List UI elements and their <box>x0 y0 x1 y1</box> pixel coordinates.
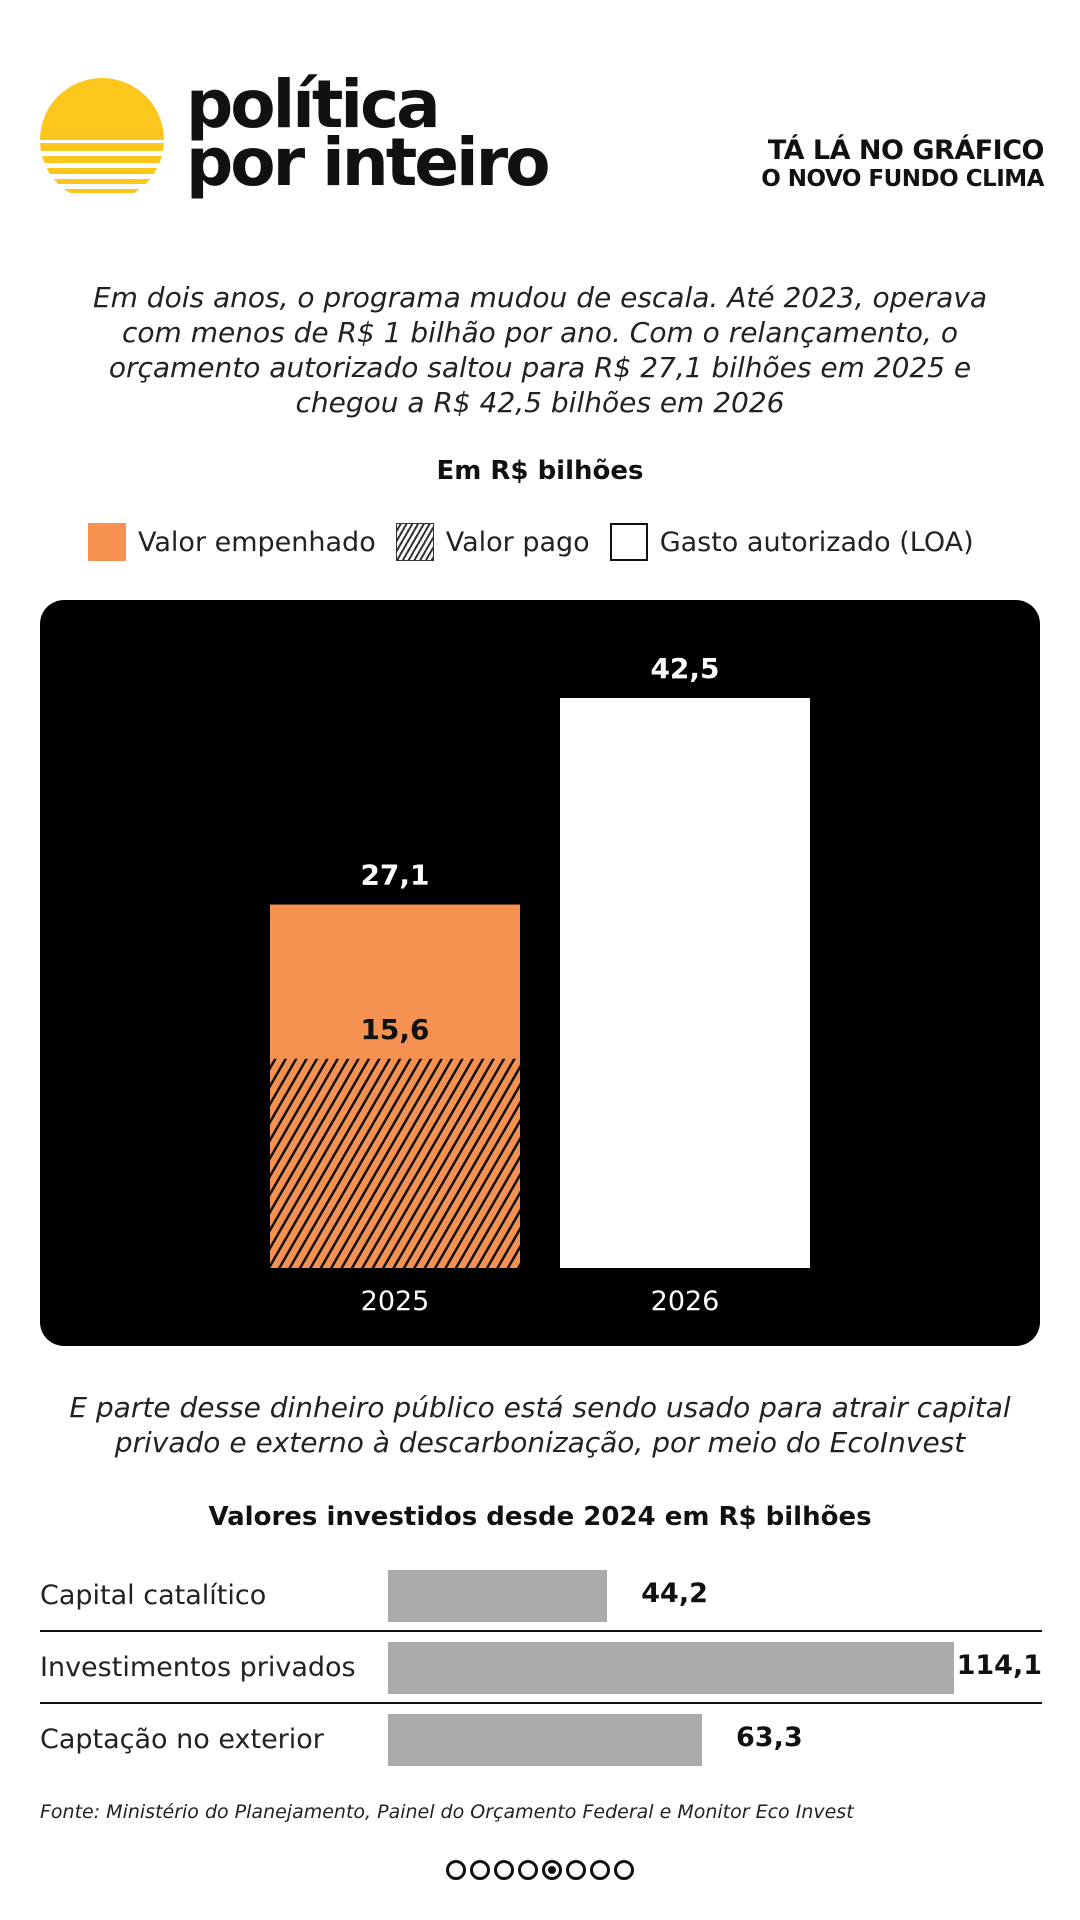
ecoinvest-paragraph: E parte desse dinheiro público está send… <box>69 1391 1011 1459</box>
bar-2025-pago <box>270 1058 520 1268</box>
horizontal-bar-chart: Capital catalítico 44,2 Investimentos pr… <box>40 1560 1042 1774</box>
legend-label-empenhado: Valor empenhado <box>138 526 376 558</box>
legend-swatch-loa <box>609 523 648 561</box>
hbar-chart-title: Valores investidos desde 2024 em R$ bilh… <box>208 1502 872 1532</box>
chart-panel: 27,1 15,6 42,5 2025 2026 <box>40 600 1040 1346</box>
x-tick-label-2025: 2025 <box>361 1286 430 1317</box>
brand-line-1: política <box>186 66 441 143</box>
hbar-investimentos-privados <box>388 1642 954 1694</box>
logo-sun-icon <box>40 78 164 193</box>
kicker: TÁ LÁ NO GRÁFICO O NOVO FUNDO CLIMA <box>761 135 1045 193</box>
hbar-row: Capital catalítico 44,2 <box>40 1560 1042 1632</box>
hbar-captacao-exterior <box>388 1714 702 1766</box>
pagination-dot[interactable] <box>566 1860 586 1880</box>
pagination-dots <box>0 1860 1080 1880</box>
brand-line-2: por inteiro <box>186 124 551 201</box>
pagination-dot[interactable] <box>494 1860 514 1880</box>
hbar-capital-catalitico <box>388 1570 608 1622</box>
legend-label-loa: Gasto autorizado (LOA) <box>659 526 974 558</box>
pagination-dot[interactable] <box>590 1860 610 1880</box>
hbar-value-label: 114,1 <box>956 1650 1042 1681</box>
legend-label-pago: Valor pago <box>445 526 590 558</box>
hbar-value-label: 44,2 <box>641 1578 708 1609</box>
brand-logotype: política por inteiro <box>186 66 551 201</box>
legend-item-loa: Gasto autorizado (LOA) <box>609 523 974 561</box>
pagination-dot[interactable] <box>470 1860 490 1880</box>
pagination-dot[interactable] <box>518 1860 538 1880</box>
hbar-category-label: Captação no exterior <box>40 1724 324 1755</box>
pagination-dot[interactable] <box>446 1860 466 1880</box>
intro-paragraph: Em dois anos, o programa mudou de escala… <box>92 281 988 419</box>
data-label-2025-empenhado: 27,1 <box>360 859 429 892</box>
source-note: Fonte: Ministério do Planejamento, Paine… <box>40 1801 854 1823</box>
pagination-dot-active[interactable] <box>542 1860 562 1880</box>
hbar-category-label: Investimentos privados <box>40 1652 356 1683</box>
bar-2026-loa <box>560 698 810 1268</box>
hbar-value-label: 63,3 <box>736 1722 803 1753</box>
kicker-line-1: TÁ LÁ NO GRÁFICO <box>767 135 1045 166</box>
x-tick-label-2026: 2026 <box>651 1286 720 1317</box>
legend-swatch-empenhado <box>88 523 126 561</box>
data-label-2025-pago: 15,6 <box>360 1013 429 1046</box>
legend-swatch-pago <box>395 523 434 561</box>
data-label-2026-loa: 42,5 <box>650 652 719 685</box>
hbar-row: Investimentos privados 114,1 <box>40 1632 1042 1704</box>
hbar-category-label: Capital catalítico <box>40 1580 267 1611</box>
hbar-row: Captação no exterior 63,3 <box>40 1704 1042 1774</box>
chart-legend: Valor empenhado Valor pago Gasto autoriz… <box>88 522 994 562</box>
legend-item-empenhado: Valor empenhado <box>88 523 376 561</box>
vertical-bar-chart: 27,1 15,6 42,5 2025 2026 <box>270 652 810 1317</box>
kicker-line-2: O NOVO FUNDO CLIMA <box>761 166 1044 192</box>
legend-item-pago: Valor pago <box>395 523 590 561</box>
pagination-dot[interactable] <box>614 1860 634 1880</box>
chart-units-title: Em R$ bilhões <box>436 456 644 486</box>
